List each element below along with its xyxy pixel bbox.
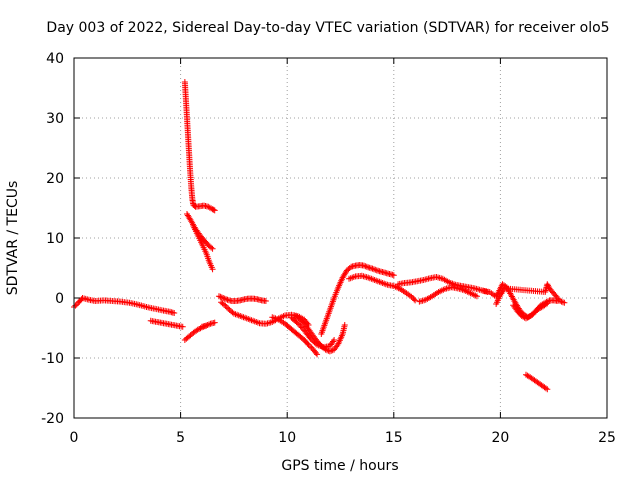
data-point [390, 272, 397, 279]
data-point [473, 293, 480, 300]
x-tick-label: 10 [278, 430, 296, 446]
data-point [314, 351, 321, 358]
y-tick-label: -10 [41, 351, 64, 367]
data-point [298, 324, 305, 331]
data-point [209, 245, 216, 252]
data-point [544, 300, 551, 307]
data-point [72, 302, 79, 309]
data-point [211, 207, 218, 214]
series-fifteen-nineteen [395, 274, 491, 295]
data-point [294, 320, 301, 327]
axis-ticks: 0 5 10 15 20 25 -20 -10 0 10 20 30 40 [41, 51, 616, 446]
series-late-tail [493, 281, 568, 307]
data-point [558, 298, 565, 305]
x-tick-label: 25 [598, 430, 616, 446]
data-point [360, 262, 367, 269]
series-fourteen-sixteen [346, 272, 419, 304]
data-point [209, 266, 216, 273]
y-axis-label: SDTVAR / TECUs [5, 181, 21, 296]
series-early-lower [147, 317, 186, 330]
data-point [296, 321, 303, 328]
x-tick-label: 5 [176, 430, 185, 446]
data-points [71, 79, 568, 393]
data-point [217, 293, 224, 300]
x-tick-label: 15 [385, 430, 403, 446]
series-seven-eight-b [218, 299, 312, 328]
series-sixteen-eighteen [416, 284, 480, 305]
data-point [369, 265, 376, 272]
grid-lines [74, 58, 607, 418]
data-point [211, 319, 218, 326]
data-point [363, 263, 370, 270]
data-point [220, 301, 227, 308]
series-seven-eight-a [215, 293, 269, 304]
data-point [204, 322, 211, 328]
data-point [221, 295, 228, 302]
y-tick-label: 40 [46, 51, 64, 67]
x-tick-label: 0 [70, 430, 79, 446]
series-spike-high [181, 79, 218, 214]
y-tick-label: 30 [46, 111, 64, 127]
data-point [312, 350, 319, 357]
data-point [225, 305, 232, 312]
y-tick-label: 0 [55, 291, 64, 307]
data-point [326, 348, 333, 355]
data-point [331, 337, 338, 343]
series-late-drop-b [510, 300, 551, 322]
data-point [218, 294, 225, 301]
data-point [362, 263, 369, 270]
data-point [215, 293, 222, 300]
series-eleven-twelve-b [288, 314, 338, 351]
data-point [370, 266, 377, 273]
y-tick-label: 10 [46, 231, 64, 247]
series-nine-eleven-dip [269, 314, 321, 358]
data-point [411, 296, 418, 303]
data-point [223, 304, 230, 311]
data-point [229, 309, 236, 316]
data-point [223, 296, 230, 303]
data-point [208, 244, 215, 251]
series-late-outlier [522, 371, 551, 393]
data-point [372, 266, 379, 273]
data-point [542, 385, 549, 392]
data-point [179, 323, 186, 330]
chart-title: Day 003 of 2022, Sidereal Day-to-day VTE… [46, 20, 609, 36]
x-axis-label: GPS time / hours [281, 458, 398, 474]
data-point [544, 281, 551, 288]
data-point [557, 298, 564, 304]
x-tick-label: 20 [491, 430, 509, 446]
data-point [544, 386, 551, 393]
data-point [222, 302, 229, 309]
series-spike-decay-b [190, 223, 216, 273]
data-point [210, 206, 217, 213]
data-point [206, 321, 213, 328]
data-point [293, 319, 300, 326]
data-point [561, 299, 568, 306]
data-point [559, 299, 566, 306]
plot-frame [73, 57, 608, 419]
data-point [171, 310, 178, 316]
y-tick-label: -20 [41, 411, 64, 427]
data-point [545, 282, 552, 289]
y-tick-label: 20 [46, 171, 64, 187]
data-point [341, 322, 348, 328]
data-point [262, 298, 269, 304]
series-early-flat [71, 295, 178, 316]
data-point [220, 295, 227, 301]
series-recovery-rise [318, 262, 397, 337]
data-point [412, 297, 419, 304]
data-point [203, 322, 210, 329]
data-point [305, 341, 312, 348]
data-point [542, 301, 549, 308]
data-point [328, 347, 335, 354]
data-point [306, 343, 313, 350]
data-point [297, 323, 304, 330]
series-low-dash [198, 322, 210, 330]
